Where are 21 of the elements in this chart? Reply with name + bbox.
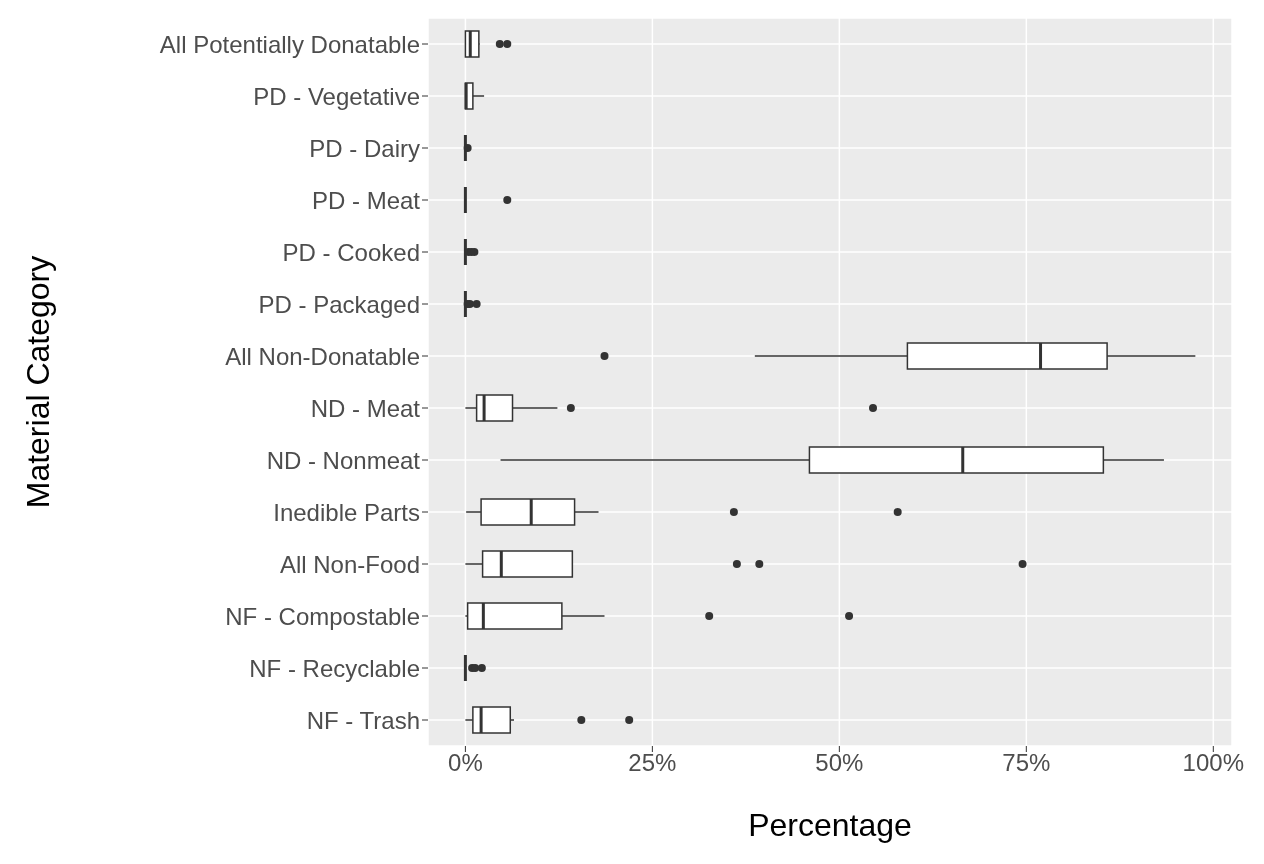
y-tick-label: PD - Dairy bbox=[309, 134, 420, 162]
x-tick-label: 25% bbox=[628, 749, 677, 777]
x-tick-label: 75% bbox=[1002, 749, 1051, 777]
x-tick-label: 50% bbox=[815, 749, 864, 777]
y-tick-label: NF - Trash bbox=[306, 706, 420, 734]
y-tick-label: All Non-Donatable bbox=[225, 342, 420, 370]
y-tick-label: Inedible Parts bbox=[273, 498, 420, 526]
y-tick-label: PD - Cooked bbox=[282, 238, 420, 266]
x-tick-label: 0% bbox=[448, 749, 483, 777]
y-tick-label: PD - Meat bbox=[311, 186, 421, 214]
y-tick-label: NF - Recyclable bbox=[249, 654, 420, 682]
y-tick-label: NF - Compostable bbox=[225, 602, 420, 630]
y-tick-label: ND - Meat bbox=[310, 394, 421, 422]
y-tick-label: PD - Packaged bbox=[258, 290, 420, 318]
y-tick-label: All Potentially Donatable bbox=[159, 30, 420, 58]
y-tick-label: ND - Nonmeat bbox=[266, 446, 421, 474]
y-tick-label: All Non-Food bbox=[279, 550, 420, 578]
y-axis-title: Material Category bbox=[20, 255, 57, 509]
y-tick-label: PD - Vegetative bbox=[253, 82, 420, 110]
x-axis-title: Percentage bbox=[748, 807, 912, 843]
x-tick-label: 100% bbox=[1182, 749, 1244, 777]
